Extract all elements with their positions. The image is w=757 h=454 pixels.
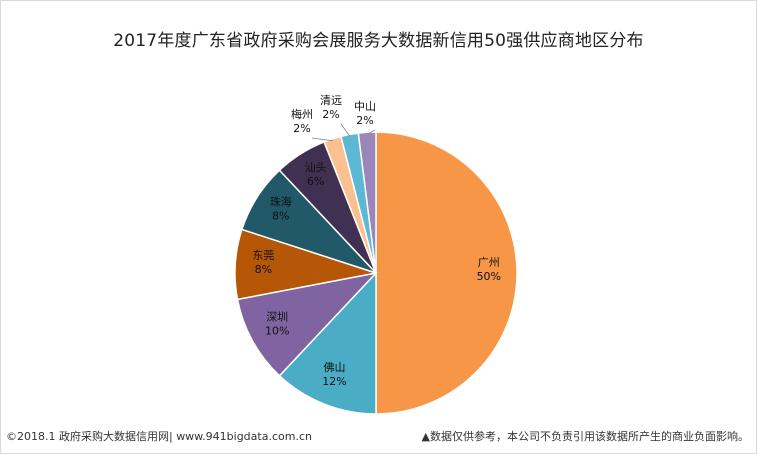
slice-label-value: 2% (356, 114, 373, 127)
slice-label-name: 清远 (320, 94, 342, 107)
slice-label-value: 2% (322, 108, 339, 121)
pie-slice-2 (278, 271, 377, 415)
pie-slice-1 (375, 131, 518, 415)
slice-label-name: 汕头 (305, 161, 327, 174)
footer-disclaimer: ▲数据仅供参考，本公司不负责引用该数据所产生的商业负面影响。 (421, 430, 749, 443)
slice-label-name: 广州 (478, 256, 500, 269)
pie-slice-9 (357, 131, 377, 274)
slice-label-value: 12% (322, 375, 346, 388)
slice-label-name: 深圳 (266, 310, 288, 323)
leader-line-7 (311, 137, 334, 142)
slice-label-name: 梅州 (291, 107, 313, 121)
slice-label-value: 8% (255, 263, 272, 276)
slice-label-name: 珠海 (270, 195, 292, 209)
slice-label-name: 中山 (354, 100, 376, 113)
pie-slice-3 (236, 271, 379, 377)
leader-line-9 (367, 129, 376, 135)
slice-label-value: 8% (272, 210, 289, 223)
chart-title: 2017年度广东省政府采购会展服务大数据新信用50强供应商地区分布 (113, 31, 644, 51)
slice-label-value: 6% (307, 175, 324, 188)
slice-label-value: 10% (265, 324, 289, 337)
slice-label-value: 2% (293, 122, 310, 135)
slice-label-value: 50% (477, 270, 501, 283)
slice-label-name: 佛山 (324, 361, 346, 374)
slice-label-name: 东莞 (252, 249, 274, 262)
footer-source: ©2018.1 政府采购大数据信用网| www.941bigdata.com.c… (6, 430, 312, 443)
leader-line-8 (340, 123, 351, 137)
